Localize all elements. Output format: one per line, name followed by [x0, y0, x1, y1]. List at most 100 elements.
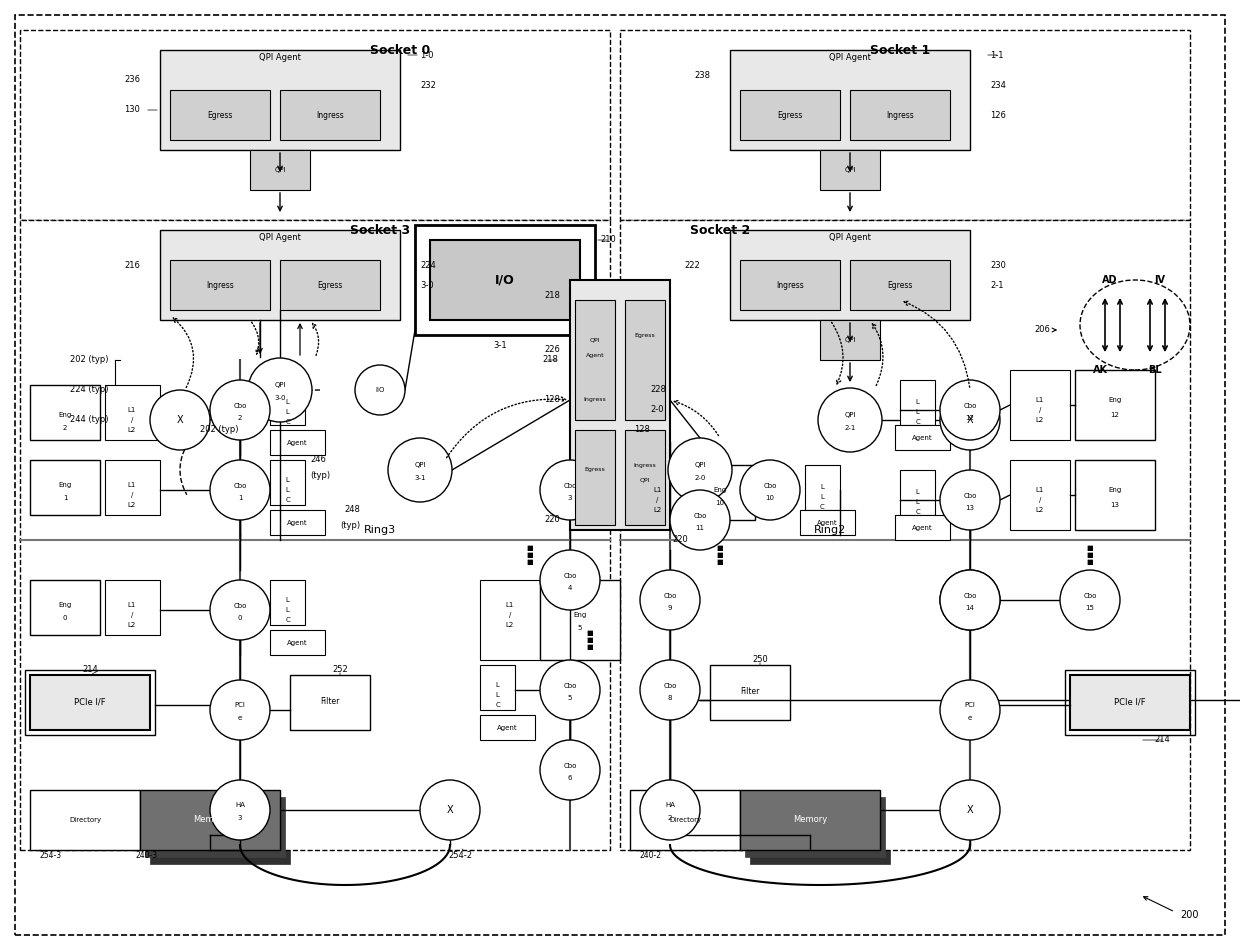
- FancyBboxPatch shape: [430, 240, 580, 320]
- Text: 252: 252: [332, 666, 348, 674]
- Text: 200: 200: [1180, 910, 1199, 920]
- FancyBboxPatch shape: [800, 510, 856, 535]
- Text: 224 (typ): 224 (typ): [69, 386, 109, 394]
- FancyBboxPatch shape: [270, 380, 305, 425]
- Text: 128: 128: [634, 426, 650, 434]
- FancyBboxPatch shape: [20, 220, 610, 850]
- Text: L2: L2: [506, 622, 515, 628]
- FancyBboxPatch shape: [480, 665, 515, 710]
- Circle shape: [248, 358, 312, 422]
- Text: Cbo: Cbo: [1084, 593, 1096, 599]
- Text: Directory: Directory: [668, 817, 701, 823]
- Text: Cbo: Cbo: [563, 763, 577, 769]
- Text: 226: 226: [544, 346, 560, 354]
- Text: Cbo: Cbo: [563, 683, 577, 689]
- Text: Egress: Egress: [207, 110, 233, 120]
- Text: L1: L1: [128, 407, 136, 413]
- Text: Agent: Agent: [817, 520, 838, 526]
- Text: HA: HA: [236, 802, 246, 808]
- FancyBboxPatch shape: [849, 90, 950, 140]
- FancyBboxPatch shape: [1011, 460, 1070, 530]
- Text: 3-0: 3-0: [274, 395, 285, 401]
- Text: 220: 220: [544, 516, 560, 524]
- Text: Socket 2: Socket 2: [689, 223, 750, 237]
- Text: 12: 12: [966, 415, 975, 421]
- Text: AK: AK: [1092, 365, 1107, 375]
- Text: 234: 234: [990, 81, 1006, 89]
- Text: L: L: [285, 409, 289, 415]
- Text: PCI: PCI: [234, 702, 246, 708]
- Circle shape: [668, 438, 732, 502]
- Text: QPI: QPI: [844, 337, 856, 343]
- Circle shape: [818, 388, 882, 452]
- Text: Cbo: Cbo: [963, 403, 977, 409]
- Text: Directory: Directory: [69, 817, 102, 823]
- Text: 202 (typ): 202 (typ): [69, 355, 109, 365]
- FancyBboxPatch shape: [160, 50, 401, 150]
- Text: 3-1: 3-1: [494, 340, 507, 350]
- Text: 240-3: 240-3: [135, 850, 157, 860]
- FancyBboxPatch shape: [900, 380, 935, 425]
- Text: e: e: [238, 715, 242, 721]
- Text: L1: L1: [128, 482, 136, 488]
- Text: 13: 13: [966, 505, 975, 511]
- FancyBboxPatch shape: [895, 425, 950, 450]
- Circle shape: [940, 780, 999, 840]
- FancyBboxPatch shape: [170, 90, 270, 140]
- Text: 0: 0: [238, 615, 242, 621]
- Text: QPI Agent: QPI Agent: [830, 233, 870, 241]
- Text: Ingress: Ingress: [584, 397, 606, 403]
- Circle shape: [940, 680, 999, 740]
- FancyBboxPatch shape: [820, 150, 880, 190]
- Text: /: /: [130, 492, 133, 498]
- Text: Agent: Agent: [585, 352, 604, 357]
- FancyBboxPatch shape: [30, 460, 100, 515]
- Text: e: e: [968, 715, 972, 721]
- Text: 224: 224: [420, 260, 435, 270]
- Text: 128: 128: [544, 395, 560, 405]
- Text: 250: 250: [753, 656, 768, 664]
- Text: Ring3: Ring3: [363, 525, 396, 535]
- Text: L2: L2: [128, 427, 136, 433]
- Text: 15: 15: [1085, 605, 1095, 611]
- Text: ■
■
■: ■ ■ ■: [1086, 545, 1094, 565]
- Text: Cbo: Cbo: [693, 513, 707, 519]
- Text: L1: L1: [1035, 397, 1044, 403]
- FancyBboxPatch shape: [1075, 370, 1154, 440]
- Text: L: L: [496, 682, 500, 688]
- Text: 230: 230: [990, 260, 1006, 270]
- Text: C: C: [820, 504, 825, 510]
- Circle shape: [150, 390, 210, 450]
- FancyBboxPatch shape: [625, 300, 665, 420]
- FancyBboxPatch shape: [684, 465, 755, 520]
- Text: L: L: [821, 484, 825, 490]
- Text: Socket 3: Socket 3: [350, 223, 410, 237]
- Text: Cbo: Cbo: [663, 593, 677, 599]
- FancyBboxPatch shape: [900, 470, 935, 515]
- Text: Cbo: Cbo: [563, 573, 577, 579]
- FancyBboxPatch shape: [105, 460, 160, 515]
- Circle shape: [210, 780, 270, 840]
- Text: PCI: PCI: [965, 702, 976, 708]
- Circle shape: [420, 780, 480, 840]
- Text: 1: 1: [63, 495, 67, 501]
- Circle shape: [940, 570, 999, 630]
- Text: 11: 11: [696, 525, 704, 531]
- Text: C: C: [495, 702, 500, 708]
- Text: L: L: [915, 409, 919, 415]
- Circle shape: [640, 570, 701, 630]
- Text: QPI Agent: QPI Agent: [259, 233, 301, 241]
- Text: 3: 3: [238, 815, 242, 821]
- Text: ■
■
■: ■ ■ ■: [527, 545, 533, 565]
- Text: 8: 8: [668, 695, 672, 701]
- Circle shape: [210, 680, 270, 740]
- FancyBboxPatch shape: [1011, 370, 1070, 440]
- Text: Ingress: Ingress: [316, 110, 343, 120]
- Text: (typ): (typ): [310, 470, 330, 480]
- Text: X: X: [967, 415, 973, 425]
- Text: L2: L2: [128, 502, 136, 508]
- Text: L2: L2: [128, 622, 136, 628]
- FancyBboxPatch shape: [539, 580, 620, 660]
- FancyBboxPatch shape: [575, 430, 615, 525]
- FancyBboxPatch shape: [480, 715, 534, 740]
